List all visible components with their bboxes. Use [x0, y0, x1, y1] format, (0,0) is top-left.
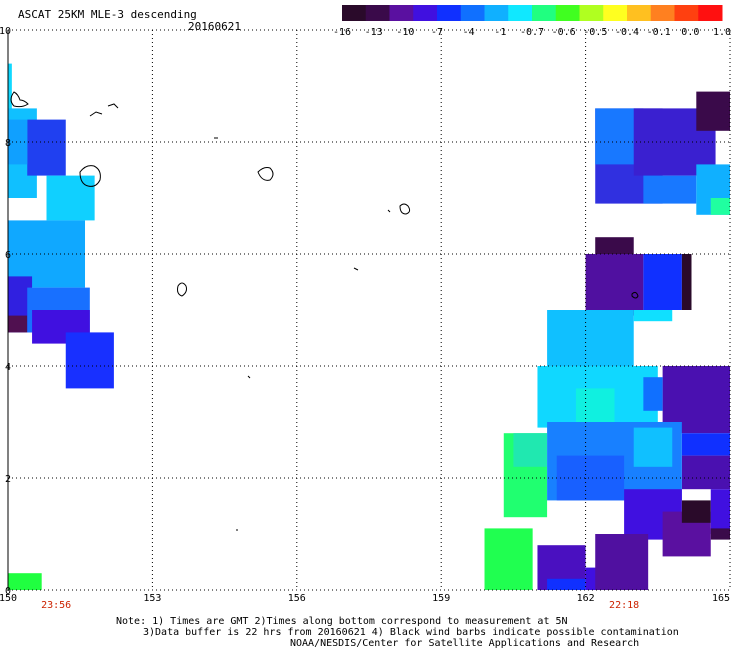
island-outline	[79, 165, 101, 187]
swath-cell	[8, 573, 42, 590]
colorbar-swatch	[413, 5, 438, 21]
x-tick-label: 159	[432, 593, 450, 604]
colorbar-label: 1.0	[713, 27, 731, 38]
colorbar-swatch	[627, 5, 652, 21]
swath-cell	[696, 91, 730, 131]
swath-cell	[681, 500, 711, 523]
ascat-swaths	[8, 63, 730, 590]
note-line-3: NOAA/NESDIS/Center for Satellite Applica…	[290, 638, 640, 649]
colorbar-swatch	[365, 5, 390, 21]
colorbar-swatch	[437, 5, 462, 21]
island-outline	[399, 203, 411, 215]
x-tick-label: 165	[712, 593, 730, 604]
island-outline	[177, 282, 187, 297]
swath-cell	[643, 175, 697, 204]
swath-cell	[633, 427, 673, 467]
swath-cell	[643, 377, 663, 411]
x-tick-label: 156	[288, 593, 306, 604]
x-tick-label: 150	[0, 593, 17, 604]
colorbar-label: -0.6	[552, 27, 576, 38]
colorbar-label: -4	[463, 27, 475, 38]
swath-cell	[46, 175, 95, 221]
coastlines	[10, 91, 639, 531]
swath-cell	[595, 534, 649, 590]
swath-cell	[8, 63, 12, 131]
swath-cell	[65, 332, 114, 389]
y-tick-labels: 0 2 4 6 8 10	[0, 26, 11, 597]
y-tick-label: 0	[5, 586, 11, 597]
island-outline	[10, 91, 29, 108]
colorbar-swatch	[460, 5, 485, 21]
swath-cell	[575, 388, 615, 422]
swath-cell	[633, 310, 673, 322]
note-line-1: Note: 1) Times are GMT 2)Times along bot…	[116, 616, 568, 627]
swath-cell	[595, 237, 634, 254]
colorbar-label: -0.4	[615, 27, 639, 38]
island-outline	[89, 103, 119, 117]
swath-cell	[681, 455, 730, 490]
swath-cell	[681, 433, 730, 456]
colorbar-label: -0.1	[647, 27, 671, 38]
island-outline	[257, 167, 274, 181]
product-date: 20160621	[188, 20, 241, 33]
colorbar-swatch	[674, 5, 699, 21]
colorbar-label: -16	[333, 27, 351, 38]
pass-time-label: 23:56	[41, 600, 71, 611]
colorbar-label: -1	[494, 27, 506, 38]
swath-cell	[484, 528, 533, 590]
colorbar-swatch	[532, 5, 557, 21]
colorbar-label: -13	[365, 27, 383, 38]
swath-cell	[643, 254, 682, 310]
colorbar-swatch	[508, 5, 533, 21]
swath-cell	[710, 198, 730, 215]
swath-cell	[8, 315, 28, 333]
y-tick-label: 2	[5, 474, 11, 485]
colorbar-swatch	[579, 5, 604, 21]
colorbar-swatch	[342, 5, 367, 21]
colorbar-labels: -16 -13 -10 -7 -4 -1 -0.7 -0.6 -0.5 -0.4 -0.1 0.0 1.…	[333, 27, 731, 38]
swath-cell	[547, 578, 586, 590]
swath-cell	[27, 119, 66, 176]
colorbar-label: -7	[431, 27, 443, 38]
colorbar-label: -10	[396, 27, 414, 38]
colorbar-label: -0.5	[583, 27, 607, 38]
colorbar-swatch	[650, 5, 675, 21]
colorbar-label: -0.7	[520, 27, 544, 38]
colorbar-swatch	[389, 5, 414, 21]
colorbar-swatch	[603, 5, 628, 21]
swath-cell	[710, 489, 730, 534]
island-outline	[631, 291, 639, 299]
swath-cell	[513, 433, 548, 467]
swath-cell	[710, 528, 730, 540]
pass-time-label: 22:18	[609, 600, 639, 611]
colorbar-label: 0.0	[681, 27, 699, 38]
product-title: ASCAT 25KM MLE-3 descending	[18, 8, 197, 21]
swath-cell	[681, 254, 692, 310]
wind-map: -16 -13 -10 -7 -4 -1 -0.7 -0.6 -0.5 -0.4 -0.1 0.0 1.…	[0, 5, 731, 611]
colorbar-swatch	[555, 5, 580, 21]
swath-cell	[556, 455, 625, 501]
note-line-2: 3)Data buffer is 22 hrs from 20160621 4)…	[143, 627, 679, 638]
colorbar	[342, 5, 723, 21]
island-outline	[214, 137, 391, 531]
swath-cell	[585, 254, 644, 316]
time-labels: 23:56 22:18	[41, 600, 639, 611]
colorbar-swatch	[484, 5, 509, 21]
x-tick-label: 162	[577, 593, 595, 604]
colorbar-swatch	[698, 5, 723, 21]
y-tick-label: 10	[0, 26, 11, 37]
swath-cell	[8, 119, 28, 165]
y-tick-label: 6	[5, 250, 11, 261]
y-tick-label: 4	[5, 362, 11, 373]
y-tick-label: 8	[5, 138, 11, 149]
x-tick-labels: 150 153 156 159 162 165	[0, 593, 730, 604]
x-tick-label: 153	[143, 593, 161, 604]
